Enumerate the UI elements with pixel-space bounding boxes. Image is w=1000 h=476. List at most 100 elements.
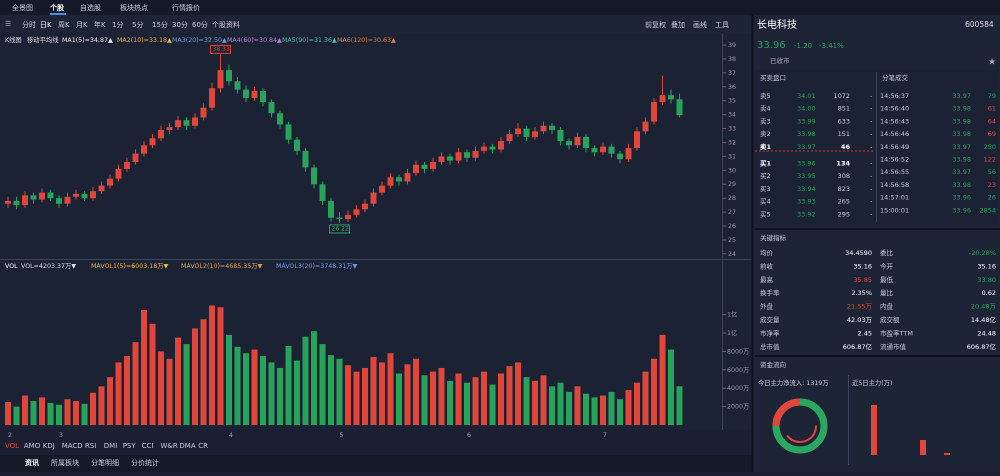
candle-body [124,161,130,169]
x-tick-label: 7 [603,432,607,439]
period-tab[interactable]: 5分 [132,20,143,29]
nav-tab[interactable]: 行情报价 [172,3,200,12]
indicator-tab[interactable]: DMA [179,442,195,450]
period-tab[interactable]: 60分 [192,20,208,29]
period-tab[interactable]: 分时 [22,20,36,29]
market-status: 已收市 [770,56,790,65]
section-title: 关键指标 [760,233,787,242]
volume-bar [81,403,88,425]
menu-icon[interactable]: ☰ [5,20,11,28]
stock-price: 33.96 [757,40,786,51]
indicator-value: 21.55万 [847,303,873,311]
label-box [210,44,231,54]
period-tab[interactable]: 日K [40,21,52,29]
book-change: - [870,117,873,125]
volume-bar [251,349,258,425]
book-price: 33.95 [797,172,816,180]
star-icon[interactable]: ★ [988,58,996,68]
candle-body [64,196,71,204]
volume-bar [328,355,334,425]
candle-body [387,177,394,186]
nav-tab[interactable]: 全景图 [12,3,33,12]
section-title: 分笔成交 [882,73,909,82]
volume-bar [642,371,649,425]
tool-button[interactable]: 画线 [693,20,707,29]
volume-bar [73,401,79,425]
nav-tab[interactable]: 板块热点 [120,3,148,12]
period-tab[interactable]: 15分 [152,20,168,29]
bottom-tab[interactable]: 资讯 [25,458,39,467]
indicator-tab[interactable]: CR [198,442,208,450]
period-tab[interactable]: 1分 [112,20,123,29]
indicator-tab[interactable]: KDJ [43,442,55,450]
book-volume: 1072 [833,92,850,100]
y-tick-label: 28 [728,195,736,202]
period-tab[interactable]: 月K [76,21,88,29]
period-tab[interactable]: 周K [58,21,70,29]
indicator-tab[interactable]: W&R [161,442,178,450]
indicator-name: 委比 [880,248,894,257]
indicator-tab[interactable]: PSY [123,442,137,450]
candle-body [268,102,275,114]
candle-body [659,95,666,103]
volume-bar [659,334,666,425]
volume-bar [362,367,368,425]
donut [772,398,801,427]
price-panel [0,33,752,259]
candle-body [379,185,385,193]
indicator-tab[interactable]: CCI [142,442,154,450]
indicator-value: 35.85 [853,276,872,284]
volume-bar [447,380,453,425]
candle-body [294,139,300,151]
book-side: 卖5 [760,92,771,100]
nav-tab[interactable]: 个股 [49,3,65,12]
indicator-value: 33.80 [977,276,996,284]
indicator-tab[interactable]: MACD [62,442,83,450]
volume-bar [260,356,266,425]
indicator-name: 外盘 [760,302,774,311]
tool-button[interactable]: 前复权 [645,20,666,29]
candle-body [183,120,190,126]
indicator-tab[interactable]: DMI [104,442,118,450]
candle-body [447,156,453,161]
indicator-value: 34.4590 [845,249,872,257]
candle-body [132,153,139,162]
period-tab[interactable]: 个股资料 [212,20,240,29]
nav-tab[interactable]: 自选股 [80,3,101,12]
candle-body [319,184,326,201]
candle-body [81,193,88,199]
indicator-tab[interactable]: AMO [24,442,41,450]
volume-bar [566,391,572,425]
candle-body [158,129,164,139]
volume-bar [192,328,198,425]
y-tick-label: 4000万 [727,384,749,392]
indicator-tab[interactable]: VOL [5,442,19,450]
label-box [329,224,350,234]
volume-bar [217,307,224,425]
legend-item: MAVOL2(10)=4685.35万▼ [181,262,263,270]
bottom-tab[interactable]: 所属板块 [51,458,79,467]
bottom-tab[interactable]: 分价统计 [131,458,159,467]
period-tab[interactable]: 年K [94,20,106,29]
tool-button[interactable]: 工具 [715,21,729,29]
indicator-tab[interactable]: RSI [85,442,96,450]
indicator-value: 2.45 [858,329,872,337]
indicator-name: 量比 [880,288,894,297]
y-tick-label: 36 [728,84,736,91]
candle-body [192,117,198,126]
volume-bar [583,393,589,425]
candle-body [549,125,555,130]
candle-body [396,177,402,182]
candle-body [217,70,224,89]
candle-body [676,99,683,116]
candle-body [404,173,411,182]
volume-bar [311,331,317,425]
volume-bar [39,397,45,425]
indicator-name: 均价 [760,248,774,257]
period-tab[interactable]: 30分 [172,20,188,29]
x-tick-label: 5 [340,432,344,439]
tool-button[interactable]: 叠加 [671,20,685,29]
bottom-tab[interactable]: 分笔明细 [91,458,119,467]
section-title: 资金流向 [760,360,786,369]
y-tick-label: 24 [728,251,736,258]
